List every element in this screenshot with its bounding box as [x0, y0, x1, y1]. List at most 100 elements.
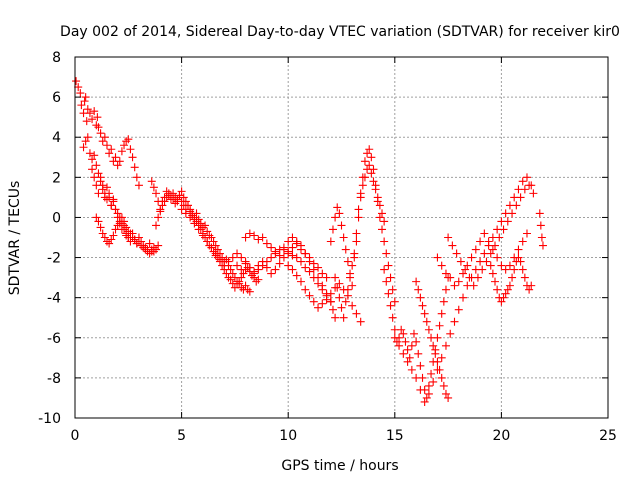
data-point — [341, 245, 350, 254]
data-point — [96, 129, 105, 138]
data-point — [173, 195, 182, 204]
y-tick-label: -4 — [47, 291, 61, 307]
data-point — [152, 189, 161, 198]
data-point — [350, 249, 359, 258]
data-point — [444, 233, 453, 242]
data-point — [356, 193, 365, 202]
data-point — [120, 141, 129, 150]
data-point — [117, 147, 126, 156]
data-point — [305, 257, 314, 266]
data-point — [499, 225, 508, 234]
data-point — [514, 253, 523, 262]
data-point — [130, 235, 139, 244]
data-point — [365, 161, 374, 170]
data-point — [478, 265, 487, 274]
data-point — [337, 303, 346, 312]
data-point — [239, 269, 248, 278]
data-point — [450, 317, 459, 326]
data-point — [318, 269, 327, 278]
data-point — [497, 297, 506, 306]
data-point — [81, 93, 90, 102]
data-point — [512, 201, 521, 210]
data-point — [424, 381, 433, 390]
data-point — [433, 253, 442, 262]
data-point — [380, 265, 389, 274]
y-tick-label: -2 — [47, 251, 61, 267]
data-point — [441, 341, 450, 350]
data-point — [441, 285, 450, 294]
data-point — [454, 305, 463, 314]
data-point — [222, 269, 231, 278]
data-point — [433, 357, 442, 366]
data-point — [211, 249, 220, 258]
data-point — [245, 287, 254, 296]
data-point — [501, 265, 510, 274]
data-point — [412, 337, 421, 346]
data-point — [124, 135, 133, 144]
data-point — [450, 281, 459, 290]
data-point — [301, 285, 310, 294]
data-point — [403, 345, 412, 354]
data-point — [424, 389, 433, 398]
data-point — [354, 205, 363, 214]
data-point — [322, 273, 331, 282]
data-point — [352, 229, 361, 238]
data-point — [382, 277, 391, 286]
data-point — [83, 105, 92, 114]
data-point — [333, 283, 342, 292]
data-point — [166, 191, 175, 200]
data-point — [107, 145, 116, 154]
data-point — [514, 245, 523, 254]
data-point — [499, 293, 508, 302]
data-point — [360, 157, 369, 166]
data-point — [134, 181, 143, 190]
data-point — [126, 229, 135, 238]
data-point — [241, 257, 250, 266]
data-point — [179, 193, 188, 202]
data-point — [335, 279, 344, 288]
data-point — [448, 241, 457, 250]
data-point — [72, 77, 81, 86]
y-tick-label: 6 — [52, 90, 61, 106]
data-point — [77, 101, 86, 110]
data-point — [371, 181, 380, 190]
x-tick-label: 15 — [386, 428, 404, 444]
data-point — [343, 285, 352, 294]
data-point — [495, 233, 504, 242]
data-point — [100, 233, 109, 242]
data-point — [488, 269, 497, 278]
data-point — [192, 209, 201, 218]
data-point — [465, 273, 474, 282]
y-tick-label: -10 — [38, 411, 61, 427]
data-point — [469, 281, 478, 290]
data-point — [267, 253, 276, 262]
data-point — [149, 183, 158, 192]
data-point — [309, 273, 318, 282]
data-point — [461, 265, 470, 274]
data-point — [162, 193, 171, 202]
data-point — [446, 273, 455, 282]
data-point — [105, 189, 114, 198]
data-point — [416, 385, 425, 394]
data-point — [352, 309, 361, 318]
data-point — [258, 233, 267, 242]
data-point — [301, 249, 310, 258]
data-point — [288, 243, 297, 252]
data-point — [437, 373, 446, 382]
data-point — [386, 273, 395, 282]
data-point — [301, 263, 310, 272]
data-point — [288, 251, 297, 260]
data-point — [88, 155, 97, 164]
data-point — [435, 321, 444, 330]
data-point — [493, 285, 502, 294]
data-point — [126, 145, 135, 154]
data-point — [309, 297, 318, 306]
data-point — [525, 181, 534, 190]
data-point — [412, 277, 421, 286]
data-point — [384, 261, 393, 270]
data-point — [331, 213, 340, 222]
data-point — [215, 255, 224, 264]
data-point — [284, 237, 293, 246]
data-point — [480, 229, 489, 238]
data-point — [333, 203, 342, 212]
